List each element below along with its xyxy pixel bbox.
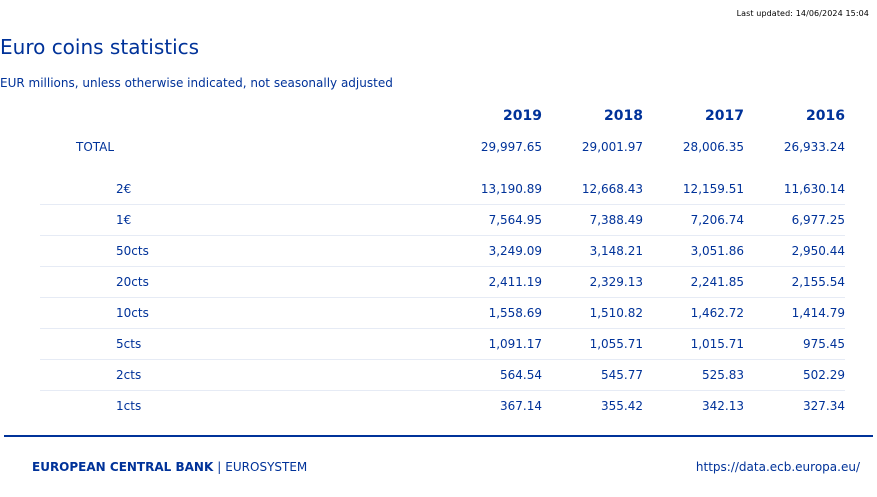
page-title: Euro coins statistics — [0, 35, 200, 59]
table-row: 50cts 3,249.09 3,148.21 3,051.86 2,950.4… — [40, 235, 845, 267]
cell-value: 1,055.71 — [542, 328, 643, 360]
cell-value: 12,668.43 — [542, 174, 643, 205]
cell-value: 11,630.14 — [744, 174, 845, 205]
row-label: TOTAL — [76, 140, 115, 154]
cell-value: 2,155.54 — [744, 266, 845, 298]
table-row: 10cts 1,558.69 1,510.82 1,462.72 1,414.7… — [40, 297, 845, 329]
year-header: 2016 — [806, 108, 845, 124]
cell-value: 2,241.85 — [643, 266, 744, 298]
footer-data-portal-link[interactable]: https://data.ecb.europa.eu/ — [695, 460, 860, 474]
footer-bank-name: EUROPEAN CENTRAL BANK — [32, 460, 214, 474]
cell-value: 1,015.71 — [643, 328, 744, 360]
row-label: 50cts — [40, 235, 441, 267]
cell-value: 355.42 — [601, 399, 643, 413]
cell-value: 1,510.82 — [542, 297, 643, 329]
cell-value: 29,001.97 — [581, 140, 643, 154]
cell-value: 12,159.51 — [643, 174, 744, 205]
table-row: 5cts 1,091.17 1,055.71 1,015.71 975.45 — [40, 328, 845, 360]
total-row: TOTAL 29,997.65 29,001.97 28,006.35 26,9… — [40, 132, 845, 162]
table-row: 2cts 564.54 545.77 525.83 502.29 — [40, 359, 845, 391]
cell-value: 3,148.21 — [542, 235, 643, 267]
table-row: 2€ 13,190.89 12,668.43 12,159.51 11,630.… — [40, 174, 845, 205]
coins-statistics-table: 2019 2018 2017 2016 TOTAL 29,997.65 29,0… — [40, 100, 845, 421]
row-label: 20cts — [40, 266, 441, 298]
last-updated-timestamp: Last updated: 14/06/2024 15:04 — [736, 9, 869, 18]
cell-value: 342.13 — [702, 399, 744, 413]
cell-value: 3,249.09 — [441, 235, 542, 267]
cell-value: 7,564.95 — [441, 204, 542, 236]
year-header: 2018 — [604, 108, 643, 124]
cell-value: 327.34 — [803, 399, 845, 413]
row-label: 1cts — [116, 399, 142, 413]
year-header: 2019 — [503, 108, 542, 124]
cell-value: 2,950.44 — [744, 235, 845, 267]
cell-value: 1,558.69 — [441, 297, 542, 329]
cell-value: 26,933.24 — [783, 140, 845, 154]
footer-divider — [4, 435, 873, 437]
cell-value: 1,091.17 — [441, 328, 542, 360]
cell-value: 29,997.65 — [480, 140, 542, 154]
cell-value: 6,977.25 — [744, 204, 845, 236]
table-row: 1€ 7,564.95 7,388.49 7,206.74 6,977.25 — [40, 204, 845, 236]
table-row: 1cts 367.14 355.42 342.13 327.34 — [40, 391, 845, 422]
row-label: 5cts — [40, 328, 441, 360]
cell-value: 1,414.79 — [744, 297, 845, 329]
cell-value: 3,051.86 — [643, 235, 744, 267]
cell-value: 975.45 — [744, 328, 845, 360]
footer-eurosystem: EUROSYSTEM — [225, 460, 308, 474]
cell-value: 13,190.89 — [441, 174, 542, 205]
year-header: 2017 — [705, 108, 744, 124]
cell-value: 545.77 — [542, 359, 643, 391]
cell-value: 2,329.13 — [542, 266, 643, 298]
row-label: 2€ — [40, 174, 441, 205]
cell-value: 7,206.74 — [643, 204, 744, 236]
page-subtitle: EUR millions, unless otherwise indicated… — [0, 76, 393, 90]
cell-value: 1,462.72 — [643, 297, 744, 329]
table-header-row: 2019 2018 2017 2016 — [40, 100, 845, 132]
cell-value: 7,388.49 — [542, 204, 643, 236]
cell-value: 2,411.19 — [441, 266, 542, 298]
cell-value: 28,006.35 — [682, 140, 744, 154]
row-label: 10cts — [40, 297, 441, 329]
footer-separator: | — [217, 460, 222, 474]
spacer-row — [40, 162, 845, 174]
cell-value: 564.54 — [441, 359, 542, 391]
cell-value: 525.83 — [643, 359, 744, 391]
cell-value: 367.14 — [500, 399, 542, 413]
header-label-cell — [40, 100, 441, 132]
cell-value: 502.29 — [744, 359, 845, 391]
row-label: 2cts — [40, 359, 441, 391]
table-row: 20cts 2,411.19 2,329.13 2,241.85 2,155.5… — [40, 266, 845, 298]
footer-branding: EUROPEAN CENTRAL BANK | EUROSYSTEM — [32, 460, 307, 474]
row-label: 1€ — [40, 204, 441, 236]
